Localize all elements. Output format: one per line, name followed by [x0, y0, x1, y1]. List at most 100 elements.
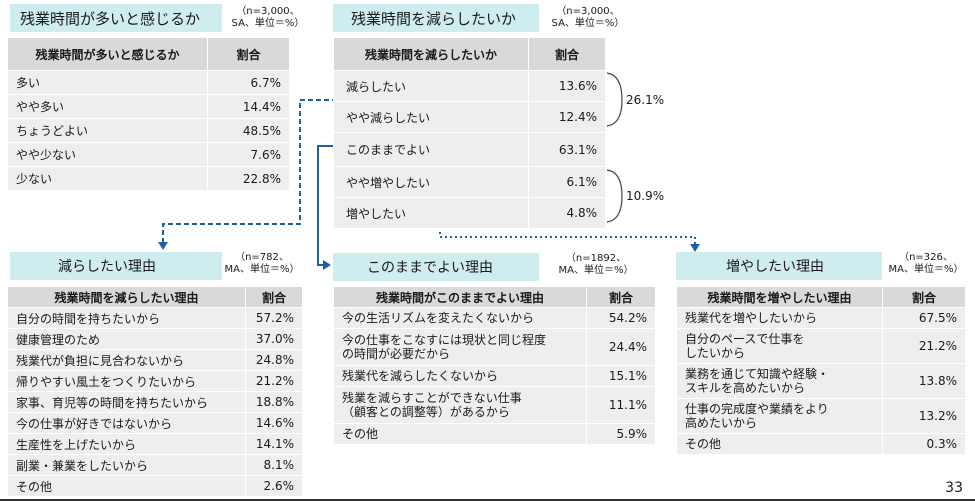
group-increase-total: 10.9%: [626, 189, 665, 203]
table-row: 自分のペースで仕事を したいから 21.2%: [676, 328, 966, 364]
row-value: 13.6%: [528, 70, 606, 102]
section2-title: 残業時間を減らしたいか: [333, 4, 539, 32]
table-row: やや少ない 7.6%: [7, 142, 290, 167]
table-row: 自分の時間を持ちたいから 57.2%: [7, 307, 303, 329]
section3-note: （n=782、 MA、単位＝%）: [224, 252, 300, 275]
row-label: 健康管理のため: [7, 328, 246, 350]
section2-note: （n=3,000、 SA、単位＝%）: [551, 6, 625, 29]
row-label: 今の生活リズムを変えたくないから: [333, 307, 587, 329]
section4-table: 残業時間がこのままでよい理由 割合 今の生活リズムを変えたくないから 54.2% 今…: [333, 286, 656, 445]
table-row: 今の仕事をこなすには現状と同じ程度 の時間が必要だから 24.4%: [333, 328, 656, 366]
row-value: 6.7%: [207, 70, 290, 95]
group-reduce-total: 26.1%: [626, 93, 665, 107]
row-value: 8.1%: [245, 454, 303, 476]
section1-table: 残業時間が多いと感じるか 割合 多い 6.7% やや多い 14.4% ちょうどよい 48…: [7, 37, 290, 191]
table-row: その他 2.6%: [7, 475, 303, 497]
row-value: 6.1%: [528, 166, 606, 198]
row-label: 今の仕事をこなすには現状と同じ程度 の時間が必要だから: [333, 328, 587, 366]
row-value: 14.6%: [245, 412, 303, 434]
table-header: 割合: [245, 286, 303, 308]
table-row: 残業代が負担に見合わないから 24.8%: [7, 349, 303, 371]
table-header: 割合: [882, 286, 966, 308]
section5-table: 残業時間を増やしたい理由 割合 残業代を増やしたいから 67.5% 自分のペースで仕…: [676, 286, 966, 455]
row-value: 14.1%: [245, 433, 303, 455]
table-row: 少ない 22.8%: [7, 166, 290, 191]
row-value: 48.5%: [207, 118, 290, 143]
row-label: その他: [333, 423, 587, 445]
row-value: 24.8%: [245, 349, 303, 371]
row-value: 14.4%: [207, 94, 290, 119]
row-label: 副業・兼業をしたいから: [7, 454, 246, 476]
table-row: やや増やしたい 6.1%: [333, 166, 606, 198]
table-header: 残業時間を増やしたい理由: [676, 286, 883, 308]
table-header: 残業時間がこのままでよい理由: [333, 286, 587, 308]
table-row: その他 5.9%: [333, 423, 656, 445]
page-number: 33: [945, 480, 963, 496]
table-row: 業務を通じて知識や経験・ スキルを高めたいから 13.8%: [676, 363, 966, 399]
row-label: 残業代を減らしたくないから: [333, 365, 587, 387]
row-label: 残業代を増やしたいから: [676, 307, 883, 329]
row-label: やや多い: [7, 94, 208, 119]
section1-note: （n=3,000、 SA、単位＝%）: [231, 6, 305, 29]
table-row: 帰りやすい風土をつくりたいから 21.2%: [7, 370, 303, 392]
section4-title: このままでよい理由: [333, 253, 539, 281]
section1-title: 残業時間が多いと感じるか: [10, 4, 222, 32]
table-row: ちょうどよい 48.5%: [7, 118, 290, 143]
row-value: 22.8%: [207, 166, 290, 191]
row-value: 21.2%: [882, 328, 966, 364]
table-row: 家事、育児等の時間を持ちたいから 18.8%: [7, 391, 303, 413]
row-value: 12.4%: [528, 101, 606, 133]
row-label: その他: [676, 433, 883, 455]
table-row: 増やしたい 4.8%: [333, 197, 606, 229]
table-row: その他 0.3%: [676, 433, 966, 455]
row-value: 18.8%: [245, 391, 303, 413]
row-value: 4.8%: [528, 197, 606, 229]
row-label: 仕事の完成度や業績をより 高めたいから: [676, 398, 883, 434]
table-row: 副業・兼業をしたいから 8.1%: [7, 454, 303, 476]
row-value: 57.2%: [245, 307, 303, 329]
row-label: 減らしたい: [333, 70, 529, 102]
row-label: やや増やしたい: [333, 166, 529, 198]
row-value: 37.0%: [245, 328, 303, 350]
row-label: 増やしたい: [333, 197, 529, 229]
row-label: 自分のペースで仕事を したいから: [676, 328, 883, 364]
row-value: 21.2%: [245, 370, 303, 392]
table-row: やや多い 14.4%: [7, 94, 290, 119]
row-value: 0.3%: [882, 433, 966, 455]
table-row: 多い 6.7%: [7, 70, 290, 95]
row-label: その他: [7, 475, 246, 497]
row-label: 家事、育児等の時間を持ちたいから: [7, 391, 246, 413]
row-value: 15.1%: [586, 365, 656, 387]
table-row: このままでよい 63.1%: [333, 132, 606, 167]
table-header: 割合: [586, 286, 656, 308]
row-value: 5.9%: [586, 423, 656, 445]
section2-table: 残業時間を減らしたいか 割合 減らしたい 13.6% やや減らしたい 12.4% この…: [333, 37, 606, 229]
row-value: 2.6%: [245, 475, 303, 497]
row-value: 67.5%: [882, 307, 966, 329]
table-row: 今の仕事が好きではないから 14.6%: [7, 412, 303, 434]
row-value: 13.8%: [882, 363, 966, 399]
table-header: 割合: [207, 37, 290, 71]
row-label: このままでよい: [333, 132, 529, 167]
footer-divider: [0, 499, 975, 501]
row-value: 24.4%: [586, 328, 656, 366]
row-label: 多い: [7, 70, 208, 95]
row-value: 11.1%: [586, 386, 656, 424]
section5-title: 増やしたい理由: [676, 252, 882, 280]
table-header: 残業時間が多いと感じるか: [7, 37, 208, 71]
row-label: 今の仕事が好きではないから: [7, 412, 246, 434]
row-label: ちょうどよい: [7, 118, 208, 143]
row-value: 13.2%: [882, 398, 966, 434]
table-header: 残業時間を減らしたいか: [333, 37, 529, 71]
table-row: やや減らしたい 12.4%: [333, 101, 606, 133]
row-label: 帰りやすい風土をつくりたいから: [7, 370, 246, 392]
row-value: 7.6%: [207, 142, 290, 167]
table-row: 減らしたい 13.6%: [333, 70, 606, 102]
row-label: 自分の時間を持ちたいから: [7, 307, 246, 329]
row-label: 業務を通じて知識や経験・ スキルを高めたいから: [676, 363, 883, 399]
row-label: やや少ない: [7, 142, 208, 167]
row-label: 残業代が負担に見合わないから: [7, 349, 246, 371]
section4-note: （n=1892、 MA、単位＝%）: [558, 253, 634, 276]
table-row: 生産性を上げたいから 14.1%: [7, 433, 303, 455]
table-header: 残業時間を減らしたい理由: [7, 286, 246, 308]
